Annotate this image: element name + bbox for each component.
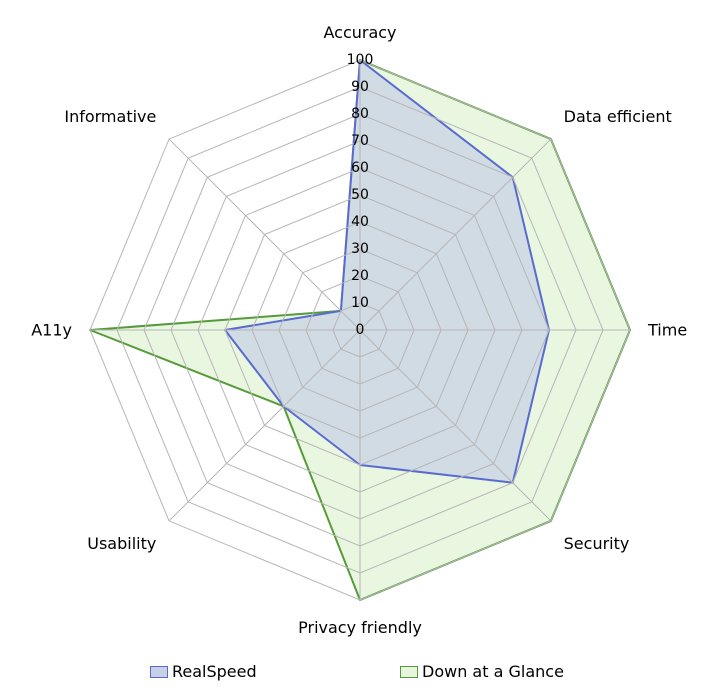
radar-svg [0, 0, 720, 695]
radar-chart: 0102030405060708090100AccuracyData effic… [0, 0, 720, 695]
